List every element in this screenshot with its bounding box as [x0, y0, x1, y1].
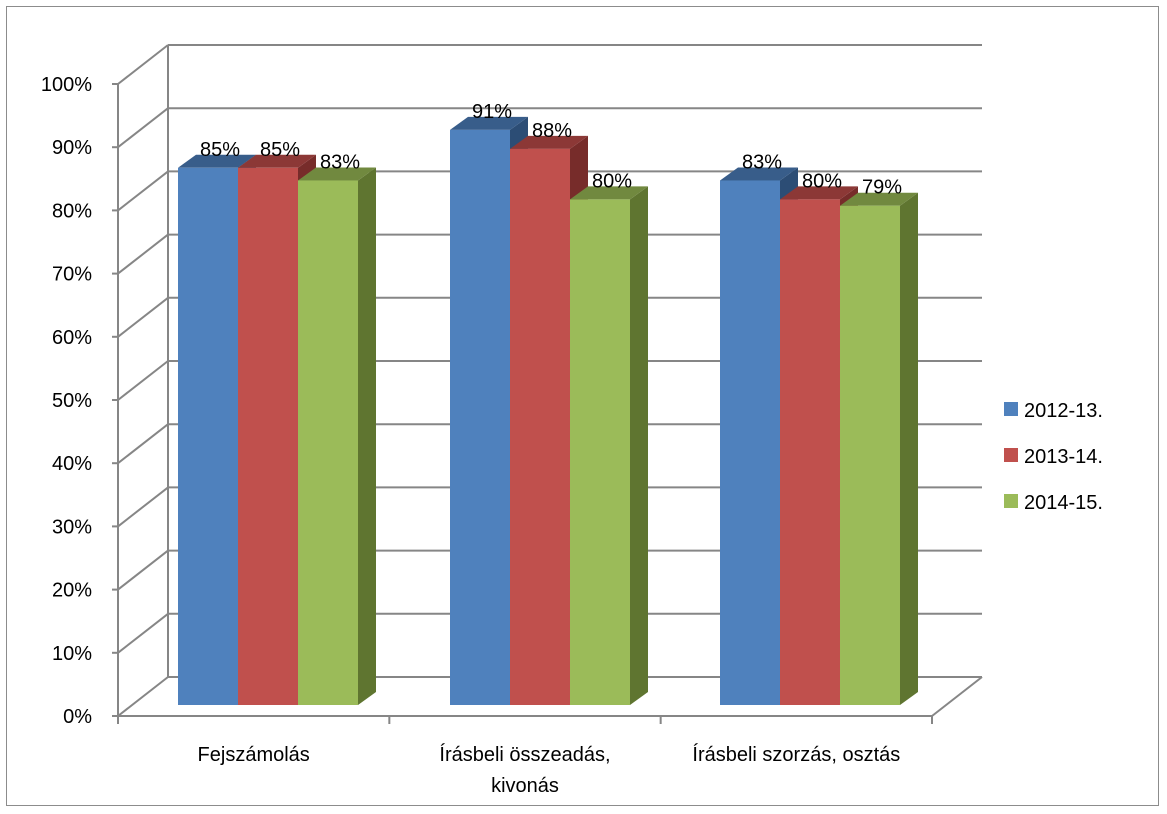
- bar-top: [570, 186, 648, 200]
- bar-side: [630, 186, 648, 705]
- bar-front: [510, 148, 570, 706]
- legend-label: 2013-14.: [1024, 446, 1103, 468]
- data-label: 80%: [802, 170, 842, 192]
- legend-swatch: [1004, 448, 1018, 462]
- gridline-depth: [117, 486, 169, 528]
- gridline-depth: [117, 44, 169, 85]
- bar-side: [900, 192, 918, 706]
- legend-label: 2014-15.: [1024, 492, 1103, 514]
- legend: 2012-13. 2013-14. 2014-15.: [1004, 400, 1103, 514]
- bar-front: [570, 199, 630, 705]
- gridline-depth: [117, 613, 169, 654]
- bar-front: [780, 199, 840, 705]
- data-label: 91%: [472, 101, 512, 123]
- floor-edge: [931, 676, 983, 717]
- bar-front: [450, 129, 510, 705]
- y-tick-label: 30%: [52, 516, 92, 538]
- gridline-depth: [117, 233, 169, 275]
- x-category-label: kivonás: [491, 775, 559, 797]
- gridline-depth: [117, 170, 169, 212]
- y-tick-label: 20%: [52, 580, 92, 602]
- bar-front: [720, 180, 780, 705]
- x-category-label: Írásbeli szorzás, osztás: [692, 743, 900, 766]
- gridline-depth: [117, 297, 169, 338]
- data-label: 80%: [592, 170, 632, 192]
- y-tick-label: 100%: [41, 74, 92, 96]
- y-tick-label: 40%: [52, 453, 92, 475]
- data-label: 83%: [742, 151, 782, 173]
- bar: [570, 186, 648, 705]
- bar-side: [358, 167, 376, 705]
- bar-top: [450, 116, 528, 130]
- legend-swatch: [1004, 402, 1018, 416]
- bar-front: [238, 167, 298, 706]
- bar-top: [510, 135, 588, 149]
- bar-front: [178, 167, 238, 706]
- y-tick-label: 60%: [52, 327, 92, 349]
- data-label: 79%: [862, 177, 902, 199]
- x-axis-category-labels: Fejszámolás Írásbeli összeadás, kivonás Írá…: [198, 743, 901, 797]
- data-label: 83%: [320, 151, 360, 173]
- x-category-label: Fejszámolás: [198, 744, 310, 766]
- gridline-depth: [117, 423, 169, 464]
- bar-top: [238, 154, 316, 168]
- data-label: 88%: [532, 120, 572, 142]
- y-tick-label: 10%: [52, 643, 92, 665]
- bar-top: [178, 154, 256, 168]
- gridline-depth: [117, 360, 169, 401]
- bar: [298, 167, 376, 705]
- bar-top: [780, 186, 858, 200]
- gridline-depth: [117, 107, 169, 148]
- bar: [840, 192, 918, 706]
- y-tick-label: 0%: [63, 706, 92, 728]
- y-tick-label: 90%: [52, 137, 92, 159]
- bar-front: [840, 205, 900, 705]
- bar-top: [840, 192, 918, 206]
- data-labels: 85% 91% 83% 85% 88% 80% 83% 80% 79%: [200, 101, 902, 199]
- gridline-depth: [117, 549, 169, 591]
- legend-swatch: [1004, 494, 1018, 508]
- y-axis-tick-labels: 0% 10% 20% 30% 40% 50% 60% 70% 80% 90% 100%: [41, 74, 92, 728]
- bars: [178, 116, 918, 706]
- legend-label: 2012-13.: [1024, 400, 1103, 422]
- bar-front: [298, 180, 358, 705]
- bar-top: [298, 167, 376, 181]
- x-category-label: Írásbeli összeadás,: [439, 743, 610, 766]
- y-tick-label: 70%: [52, 264, 92, 286]
- y-tick-label: 50%: [52, 390, 92, 412]
- y-tick-label: 80%: [52, 200, 92, 222]
- bar-top: [720, 167, 798, 181]
- data-label: 85%: [260, 139, 300, 161]
- axes: [112, 45, 983, 724]
- data-label: 85%: [200, 139, 240, 161]
- gridline-depth: [117, 676, 169, 717]
